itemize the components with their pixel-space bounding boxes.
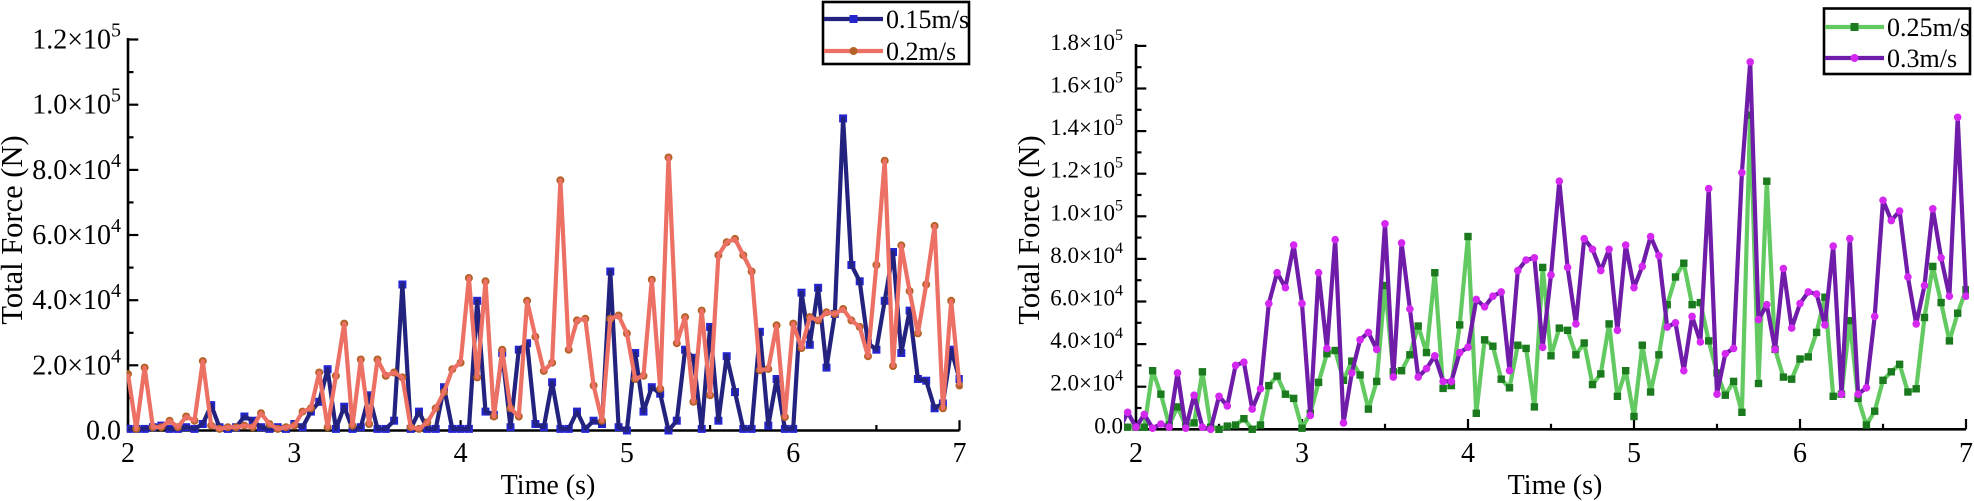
svg-text:4.0×104: 4.0×104 bbox=[32, 280, 121, 316]
svg-text:0.2m/s: 0.2m/s bbox=[886, 37, 956, 66]
svg-text:1.8×105: 1.8×105 bbox=[1050, 27, 1123, 55]
svg-text:Total Force (N): Total Force (N) bbox=[1012, 135, 1046, 324]
svg-text:1.2×105: 1.2×105 bbox=[32, 20, 121, 56]
svg-text:1.6×105: 1.6×105 bbox=[1050, 70, 1123, 98]
svg-text:8.0×104: 8.0×104 bbox=[32, 150, 121, 186]
svg-text:4.0×104: 4.0×104 bbox=[1050, 325, 1123, 353]
svg-text:1.0×105: 1.0×105 bbox=[32, 85, 121, 121]
svg-text:3: 3 bbox=[1295, 438, 1309, 469]
svg-text:1.2×105: 1.2×105 bbox=[1050, 155, 1123, 183]
svg-text:7: 7 bbox=[1959, 438, 1973, 469]
svg-text:4: 4 bbox=[454, 438, 468, 469]
svg-text:6: 6 bbox=[1793, 438, 1807, 469]
svg-text:2.0×104: 2.0×104 bbox=[1050, 368, 1123, 396]
svg-text:2.0×104: 2.0×104 bbox=[32, 345, 121, 381]
svg-text:0.3m/s: 0.3m/s bbox=[1887, 44, 1957, 73]
svg-text:Total Force (N): Total Force (N) bbox=[0, 135, 29, 324]
svg-text:Time (s): Time (s) bbox=[1508, 470, 1603, 501]
svg-text:1.0×105: 1.0×105 bbox=[1050, 197, 1123, 225]
svg-text:0.0: 0.0 bbox=[1094, 413, 1123, 438]
svg-text:6.0×104: 6.0×104 bbox=[1050, 283, 1123, 311]
svg-text:6: 6 bbox=[786, 438, 800, 469]
svg-text:5: 5 bbox=[1627, 438, 1641, 469]
svg-text:2: 2 bbox=[1129, 438, 1143, 469]
svg-text:5: 5 bbox=[620, 438, 634, 469]
svg-text:8.0×104: 8.0×104 bbox=[1050, 240, 1123, 268]
svg-text:0.25m/s: 0.25m/s bbox=[1887, 13, 1970, 42]
svg-text:0.0: 0.0 bbox=[86, 416, 121, 447]
svg-text:1.4×105: 1.4×105 bbox=[1050, 112, 1123, 140]
svg-text:0.15m/s: 0.15m/s bbox=[886, 5, 969, 34]
svg-text:7: 7 bbox=[953, 438, 967, 469]
svg-text:6.0×104: 6.0×104 bbox=[32, 215, 121, 251]
svg-text:2: 2 bbox=[121, 438, 135, 469]
svg-text:3: 3 bbox=[287, 438, 301, 469]
svg-text:Time (s): Time (s) bbox=[501, 470, 596, 501]
svg-text:4: 4 bbox=[1461, 438, 1475, 469]
